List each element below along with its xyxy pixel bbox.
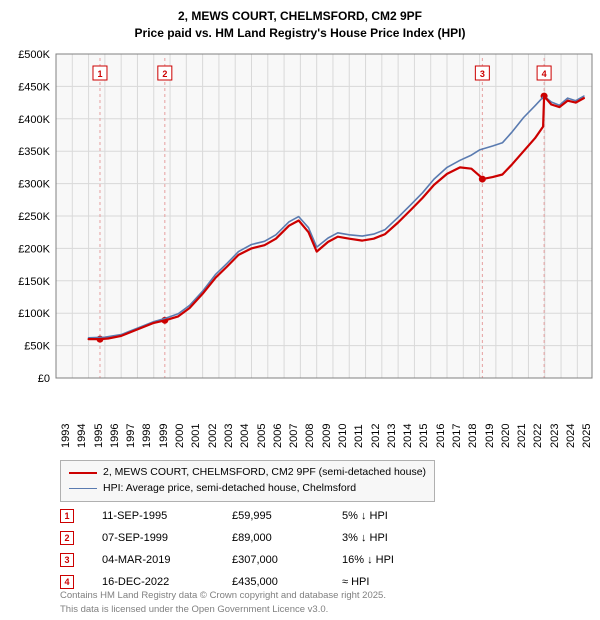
marker-date: 07-SEP-1999	[102, 532, 232, 544]
svg-text:4: 4	[542, 69, 547, 79]
svg-text:£100K: £100K	[18, 308, 50, 320]
marker-table: 111-SEP-1995£59,9955% ↓ HPI207-SEP-1999£…	[60, 505, 462, 593]
svg-text:£450K: £450K	[18, 81, 50, 93]
marker-diff: 5% ↓ HPI	[342, 510, 462, 522]
x-tick-label: 2008	[304, 424, 316, 448]
footnote-line2: This data is licensed under the Open Gov…	[60, 603, 386, 616]
svg-text:£200K: £200K	[18, 243, 50, 255]
marker-date: 04-MAR-2019	[102, 554, 232, 566]
marker-date: 16-DEC-2022	[102, 576, 232, 588]
svg-text:£50K: £50K	[24, 341, 50, 353]
legend-swatch	[69, 488, 97, 489]
x-tick-label: 2004	[239, 424, 251, 448]
x-tick-label: 1996	[109, 424, 121, 448]
svg-text:2: 2	[162, 69, 167, 79]
marker-table-row: 2 07-SEP-1999£89,0003% ↓ HPI	[60, 527, 462, 549]
x-tick-label: 1997	[125, 424, 137, 448]
svg-text:£150K: £150K	[18, 276, 50, 288]
x-tick-label: 2009	[321, 424, 333, 448]
title-line1: 2, MEWS COURT, CHELMSFORD, CM2 9PF	[0, 8, 600, 25]
footnote: Contains HM Land Registry data © Crown c…	[60, 589, 386, 616]
marker-price: £435,000	[232, 576, 342, 588]
svg-text:£500K: £500K	[18, 49, 50, 61]
x-tick-label: 2018	[467, 424, 479, 448]
legend-item: 2, MEWS COURT, CHELMSFORD, CM2 9PF (semi…	[69, 465, 426, 481]
marker-date: 11-SEP-1995	[102, 510, 232, 522]
legend-swatch	[69, 472, 97, 474]
svg-text:£250K: £250K	[18, 211, 50, 223]
legend-label: HPI: Average price, semi-detached house,…	[103, 481, 356, 497]
x-tick-label: 2005	[256, 424, 268, 448]
svg-text:1: 1	[97, 69, 102, 79]
x-tick-label: 2001	[190, 424, 202, 448]
marker-diff: 16% ↓ HPI	[342, 554, 462, 566]
svg-text:£400K: £400K	[18, 114, 50, 126]
x-tick-label: 1999	[158, 424, 170, 448]
marker-table-row: 1 11-SEP-1995£59,9955% ↓ HPI	[60, 505, 462, 527]
x-tick-label: 2000	[174, 424, 186, 448]
x-tick-label: 2002	[207, 424, 219, 448]
legend-label: 2, MEWS COURT, CHELMSFORD, CM2 9PF (semi…	[103, 465, 426, 481]
svg-text:£300K: £300K	[18, 179, 50, 191]
x-tick-label: 2016	[435, 424, 447, 448]
marker-number-box: 1	[60, 509, 74, 523]
x-tick-label: 2024	[565, 424, 577, 448]
x-tick-label: 2010	[337, 424, 349, 448]
marker-price: £307,000	[232, 554, 342, 566]
x-tick-label: 2003	[223, 424, 235, 448]
marker-diff: ≈ HPI	[342, 576, 462, 588]
marker-number-box: 4	[60, 575, 74, 589]
marker-table-row: 3 04-MAR-2019£307,00016% ↓ HPI	[60, 549, 462, 571]
marker-price: £89,000	[232, 532, 342, 544]
x-tick-label: 2019	[484, 424, 496, 448]
chart-title: 2, MEWS COURT, CHELMSFORD, CM2 9PF Price…	[0, 0, 600, 42]
title-line2: Price paid vs. HM Land Registry's House …	[0, 25, 600, 42]
x-tick-label: 2006	[272, 424, 284, 448]
x-tick-label: 2021	[516, 424, 528, 448]
line-chart-svg: £0 £50K £100K £150K £200K £250K £300K £350K £400…	[0, 48, 600, 418]
x-tick-label: 2007	[288, 424, 300, 448]
x-tick-label: 2014	[402, 424, 414, 448]
x-tick-label: 2012	[370, 424, 382, 448]
x-tick-label: 2017	[451, 424, 463, 448]
x-tick-label: 2015	[418, 424, 430, 448]
x-tick-label: 2011	[353, 424, 365, 448]
x-tick-label: 1994	[76, 424, 88, 448]
svg-text:3: 3	[480, 69, 485, 79]
marker-number-box: 3	[60, 553, 74, 567]
x-tick-label: 1998	[141, 424, 153, 448]
marker-diff: 3% ↓ HPI	[342, 532, 462, 544]
svg-text:£0: £0	[38, 373, 50, 385]
chart-container: 2, MEWS COURT, CHELMSFORD, CM2 9PF Price…	[0, 0, 600, 620]
svg-text:£350K: £350K	[18, 146, 50, 158]
x-tick-label: 2013	[386, 424, 398, 448]
chart-area: £0 £50K £100K £150K £200K £250K £300K £350K £400…	[0, 48, 600, 418]
legend-item: HPI: Average price, semi-detached house,…	[69, 481, 426, 497]
x-axis-labels: 1993 1994 1995 1996 1997 1998 1999 2000 2001 2002…	[0, 418, 600, 458]
marker-price: £59,995	[232, 510, 342, 522]
x-tick-label: 2025	[581, 424, 593, 448]
x-tick-label: 2023	[549, 424, 561, 448]
footnote-line1: Contains HM Land Registry data © Crown c…	[60, 589, 386, 602]
x-tick-label: 2022	[532, 424, 544, 448]
marker-number-box: 2	[60, 531, 74, 545]
x-tick-label: 1993	[60, 424, 72, 448]
legend: 2, MEWS COURT, CHELMSFORD, CM2 9PF (semi…	[60, 460, 435, 502]
x-tick-label: 2020	[500, 424, 512, 448]
x-tick-label: 1995	[93, 424, 105, 448]
